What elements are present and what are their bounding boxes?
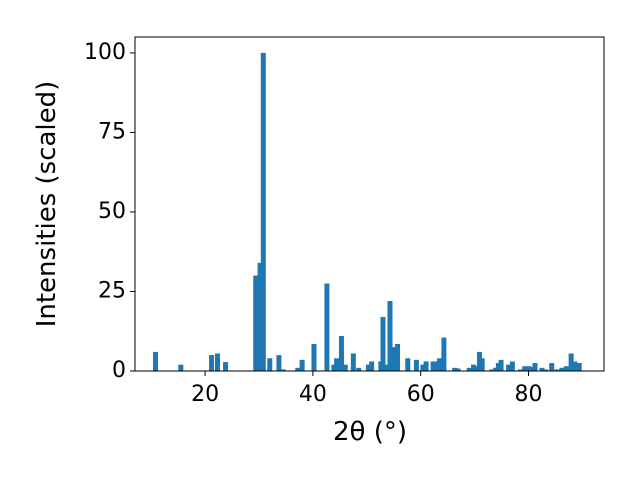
y-tick-label: 25 <box>98 278 126 303</box>
bar <box>391 347 397 371</box>
bar <box>539 367 545 371</box>
bar <box>383 364 389 371</box>
bar <box>253 275 259 371</box>
bar <box>529 366 535 371</box>
bar <box>455 368 461 371</box>
bar <box>473 366 479 371</box>
y-tick-label: 0 <box>112 358 126 383</box>
bar <box>423 361 429 371</box>
bar <box>437 358 443 371</box>
bar <box>334 358 340 371</box>
bar <box>260 52 266 372</box>
bar <box>498 359 504 371</box>
y-tick-label: 50 <box>98 199 126 224</box>
bar <box>267 358 273 371</box>
bar <box>471 364 477 371</box>
bar <box>452 367 458 371</box>
y-tick-label: 75 <box>98 119 126 144</box>
y-tick-label: 100 <box>84 40 126 65</box>
x-tick-label: 80 <box>515 382 543 407</box>
x-axis-label: 2θ (°) <box>333 417 407 447</box>
bar <box>532 363 538 371</box>
bar <box>369 361 375 371</box>
y-axis-label: Intensities (scaled) <box>32 81 62 328</box>
bar <box>413 359 419 371</box>
bar <box>466 367 472 371</box>
bar <box>311 343 317 371</box>
bar <box>476 351 482 371</box>
bar <box>295 367 301 371</box>
bar <box>563 366 569 371</box>
bar <box>395 343 401 371</box>
bar <box>331 364 337 371</box>
x-tick-label: 60 <box>407 382 435 407</box>
bar <box>280 369 286 371</box>
bar <box>517 369 523 371</box>
bar <box>526 366 532 371</box>
bar <box>506 364 512 371</box>
bar <box>223 362 229 371</box>
bar <box>276 355 282 371</box>
bar <box>522 366 528 371</box>
bar <box>493 367 499 371</box>
bar <box>495 363 501 371</box>
bar <box>387 301 393 371</box>
bar <box>299 359 305 371</box>
bar <box>479 358 485 371</box>
bar <box>433 361 439 371</box>
bar <box>543 369 549 371</box>
bar <box>338 336 344 371</box>
x-tick-label: 40 <box>299 382 327 407</box>
bar <box>509 361 515 371</box>
bar <box>489 369 495 371</box>
bar <box>405 358 411 371</box>
x-tick-label: 20 <box>191 382 219 407</box>
bar <box>554 369 560 371</box>
bar <box>549 363 555 371</box>
bar <box>365 364 371 371</box>
bar <box>568 353 574 371</box>
bar <box>559 367 565 371</box>
bar <box>209 355 215 371</box>
bar <box>324 283 330 371</box>
axes-frame <box>134 36 605 372</box>
bar <box>420 364 426 371</box>
bar <box>572 361 578 371</box>
bar <box>214 353 220 371</box>
bar <box>430 361 436 371</box>
bar <box>257 262 263 371</box>
bar <box>576 363 582 371</box>
bar <box>342 364 348 371</box>
bar <box>356 367 362 371</box>
bar <box>152 351 158 371</box>
bar <box>441 337 447 371</box>
bar <box>380 316 386 371</box>
bar <box>350 353 356 371</box>
bar <box>178 364 184 371</box>
